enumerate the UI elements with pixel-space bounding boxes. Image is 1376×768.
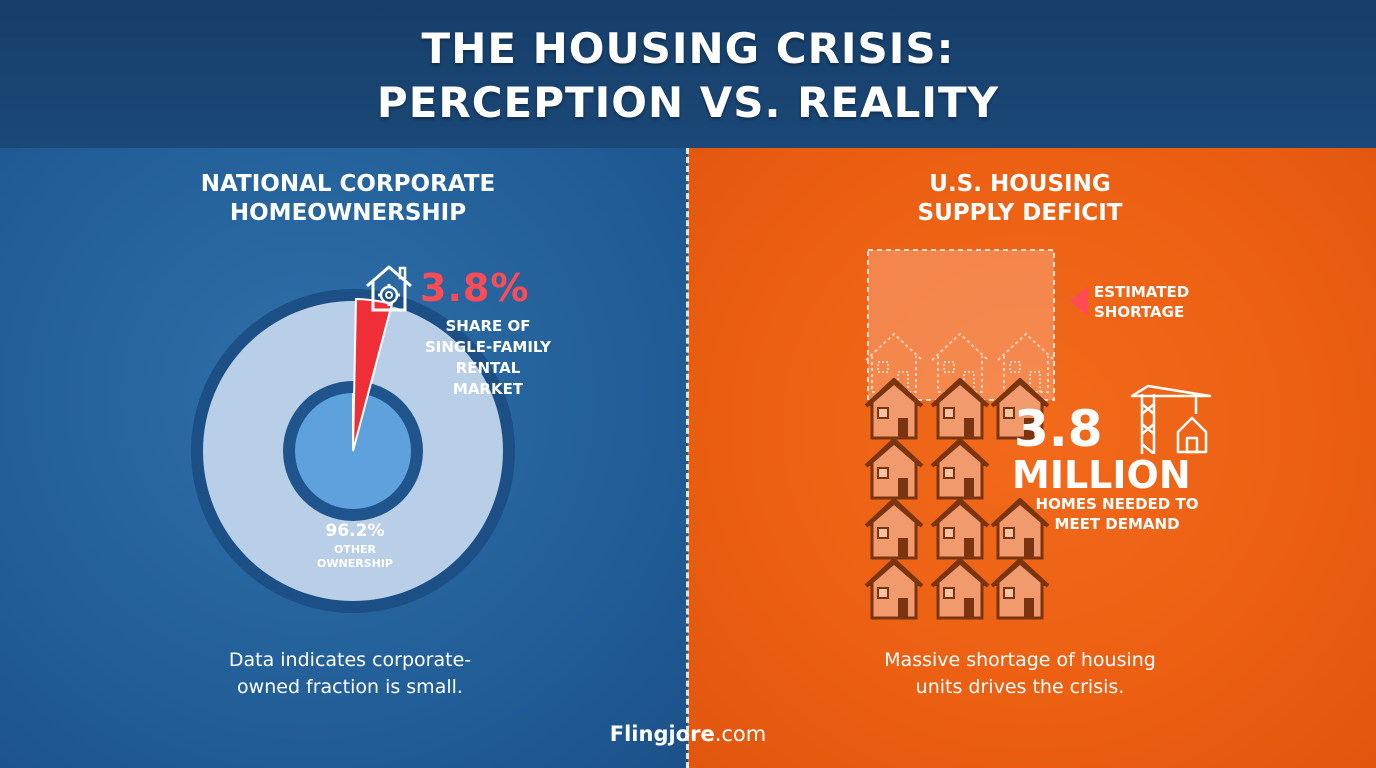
corporate-share-value: 3.8% bbox=[420, 266, 530, 310]
left-title-line1: NATIONAL CORPORATE bbox=[200, 171, 496, 197]
right-caption-line1: Massive shortage of housing bbox=[884, 649, 1156, 671]
right-title-line2: SUPPLY DEFICIT bbox=[917, 200, 1123, 226]
left-caption: Data indicates corporate- owned fraction… bbox=[150, 647, 550, 701]
brand-suffix: .com bbox=[714, 722, 767, 746]
other-ownership-value: 96.2% bbox=[325, 521, 385, 541]
brand-name: Flingjore bbox=[609, 722, 715, 746]
house bbox=[930, 558, 990, 620]
house bbox=[990, 558, 1050, 620]
ownership-donut-chart bbox=[191, 289, 515, 613]
brand-footer: Flingjore.com bbox=[560, 722, 816, 746]
house-gear-icon bbox=[366, 265, 412, 312]
share-label-line: MARKET bbox=[452, 380, 524, 398]
house bbox=[930, 498, 990, 560]
housing-stack-illustration bbox=[864, 249, 1055, 620]
homes-needed-label: HOMES NEEDED TO MEET DEMAND bbox=[1012, 494, 1222, 534]
needed-label-line: MEET DEMAND bbox=[1054, 515, 1180, 533]
other-label-line: OWNERSHIP bbox=[317, 557, 393, 570]
panel-divider bbox=[686, 148, 689, 768]
house bbox=[930, 438, 990, 500]
deficit-unit: MILLION bbox=[1012, 453, 1191, 497]
other-ownership-label: OTHER OWNERSHIP bbox=[290, 543, 420, 571]
house bbox=[864, 498, 924, 560]
header-banner: THE HOUSING CRISIS: PERCEPTION VS. REALI… bbox=[0, 0, 1376, 148]
right-caption-line2: units drives the crisis. bbox=[915, 676, 1125, 698]
shortage-label-line: ESTIMATED bbox=[1094, 283, 1190, 301]
other-label-line: OTHER bbox=[333, 543, 377, 556]
share-label-line: SINGLE-FAMILY bbox=[424, 338, 551, 356]
page-title-line2: PERCEPTION VS. REALITY bbox=[376, 78, 1000, 127]
house bbox=[864, 438, 924, 500]
right-caption: Massive shortage of housing units drives… bbox=[830, 647, 1210, 701]
page-title-line1: THE HOUSING CRISIS: bbox=[421, 24, 955, 73]
left-caption-line1: Data indicates corporate- bbox=[228, 649, 472, 671]
right-section-title: U.S. HOUSING SUPPLY DEFICIT bbox=[840, 170, 1200, 228]
left-title-line2: HOMEOWNERSHIP bbox=[229, 200, 467, 226]
left-section-title: NATIONAL CORPORATE HOMEOWNERSHIP bbox=[120, 170, 576, 228]
shortage-label-line: SHORTAGE bbox=[1094, 303, 1185, 321]
share-label-line: SHARE OF bbox=[445, 317, 531, 335]
estimated-shortage-label: ESTIMATED SHORTAGE bbox=[1094, 282, 1189, 322]
shortage-box bbox=[867, 249, 1055, 401]
left-caption-line2: owned fraction is small. bbox=[237, 676, 463, 698]
crane-icon bbox=[1130, 384, 1212, 454]
corporate-share-label: SHARE OF SINGLE-FAMILY RENTAL MARKET bbox=[408, 316, 568, 400]
share-label-line: RENTAL bbox=[455, 359, 521, 377]
triangle-pointer-icon bbox=[1070, 286, 1088, 316]
deficit-number: 3.8 bbox=[1014, 400, 1103, 458]
needed-label-line: HOMES NEEDED TO bbox=[1035, 495, 1199, 513]
house bbox=[864, 558, 924, 620]
right-title-line1: U.S. HOUSING bbox=[929, 171, 1111, 197]
